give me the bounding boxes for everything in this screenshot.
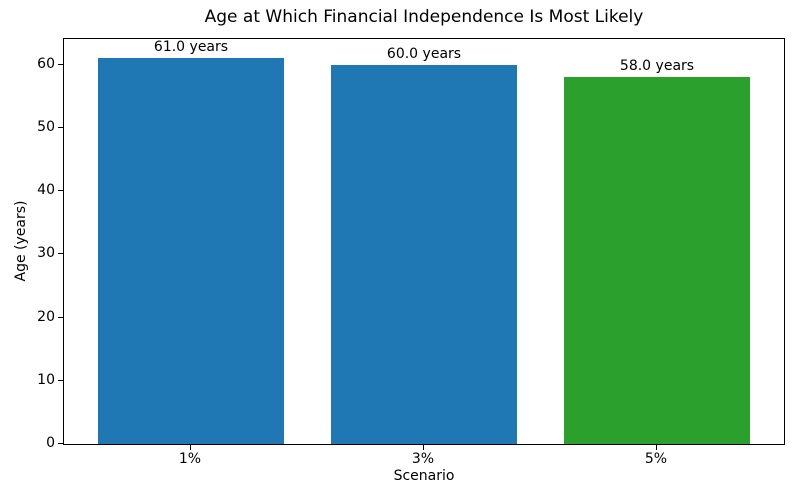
x-axis-tick [189, 445, 191, 450]
bar-3% [330, 64, 518, 444]
x-tick-label: 5% [644, 451, 668, 467]
y-axis-tick [58, 63, 63, 65]
y-tick-label: 40 [37, 182, 55, 199]
plot-area: 61.0 years 60.0 years 58.0 years [63, 38, 785, 445]
bar-value-label: 61.0 years [153, 39, 229, 56]
y-tick-label: 0 [46, 435, 55, 451]
y-tick-label: 10 [37, 371, 55, 388]
y-tick-label: 50 [37, 118, 55, 135]
y-axis-tick [58, 190, 63, 192]
x-axis-tick [423, 445, 424, 450]
y-axis-tick [58, 253, 63, 255]
chart-title: Age at Which Financial Independence Is M… [204, 7, 644, 27]
y-axis-tick [58, 126, 63, 128]
x-tick-label: 1% [178, 451, 202, 467]
bar-value-label: 58.0 years [619, 58, 695, 75]
y-tick-label: 30 [37, 245, 55, 262]
y-axis-tick [58, 443, 63, 444]
y-axis-tick [58, 379, 63, 381]
x-tick-label: 3% [411, 451, 435, 467]
bar-5% [563, 77, 751, 444]
bar-1% [97, 58, 285, 444]
y-tick-label: 60 [37, 55, 55, 72]
y-tick-label: 20 [37, 308, 55, 325]
y-axis-label: Age (years) [13, 200, 29, 282]
x-axis-tick [656, 445, 657, 450]
x-axis-label: Scenario [393, 468, 455, 484]
bar-value-label: 60.0 years [386, 45, 462, 62]
y-axis-tick [58, 316, 63, 318]
